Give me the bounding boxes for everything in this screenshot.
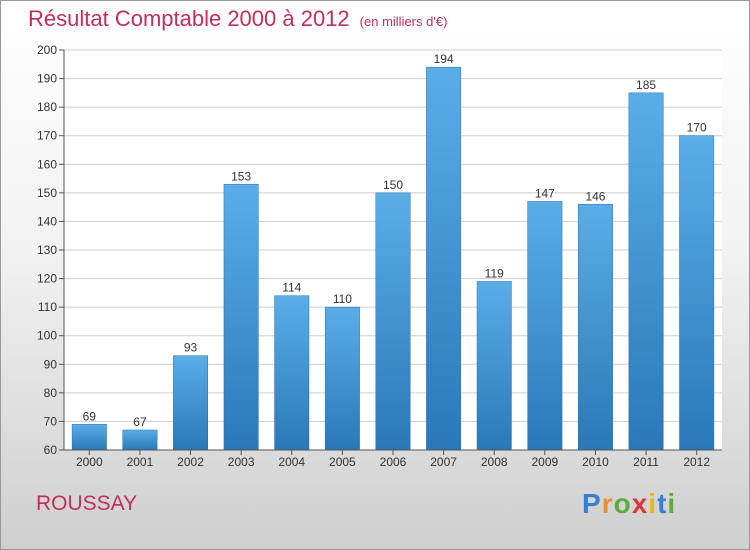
y-tick-label: 60 [44,443,58,457]
bar-value-label: 93 [184,341,198,355]
x-tick-label: 2003 [228,455,255,469]
bar-2003 [223,184,259,451]
chart-subtitle: (en milliers d'€) [359,14,448,29]
x-tick-label: 2011 [633,455,659,469]
logo-letter: x [631,488,649,519]
bar-2005 [324,306,360,451]
x-tick-label: 2006 [380,455,407,469]
bar-value-label: 153 [231,169,251,183]
bar-2012 [679,135,715,451]
y-tick-label: 90 [44,357,58,371]
bar-2007 [426,66,462,451]
x-tick-label: 2004 [278,455,305,469]
bar-2004 [274,295,310,451]
x-tick-label: 2000 [76,455,103,469]
bar-value-label: 147 [535,186,555,200]
y-tick-label: 130 [37,243,57,257]
y-tick-label: 140 [37,214,57,228]
logo-letter: r [601,488,614,519]
x-tick-label: 2002 [177,455,204,469]
bar-value-label: 119 [485,266,504,280]
bar-2000 [71,424,107,451]
x-tick-label: 2001 [127,455,154,469]
x-tick-label: 2010 [582,455,609,469]
bar-2006 [375,192,411,451]
bar-2011 [628,92,664,451]
y-tick-label: 100 [37,329,57,343]
logo-letter: i [667,488,677,519]
logo-letter: o [613,488,632,519]
logo-letter: P [582,488,602,519]
bar-2001 [122,429,158,451]
bar-value-label: 67 [133,415,147,429]
place-name: ROUSSAY [36,492,138,515]
y-tick-label: 80 [44,386,58,400]
y-tick-label: 170 [37,129,57,143]
bar-2009 [527,201,563,451]
y-tick-label: 70 [44,414,58,428]
y-tick-label: 120 [37,272,57,286]
bar-value-label: 146 [585,189,605,203]
logo-letter: t [657,488,668,519]
y-tick-label: 190 [37,72,57,86]
bar-value-label: 170 [687,121,707,135]
chart-title: Résultat Comptable 2000 à 2012 (en millie… [28,6,447,32]
bar-2008 [476,281,512,451]
bars: 69 67 93 153 114 110 150 194 119 147 146 185 170 [71,52,715,451]
bar-2002 [173,355,208,451]
y-tick-label: 200 [37,43,57,57]
x-tick-label: 2009 [531,455,558,469]
proxiti-logo: Proxiti [582,488,676,520]
bar-value-label: 69 [83,409,97,423]
logo-letter: i [648,488,658,519]
bar-value-label: 150 [383,178,403,192]
bar-value-label: 194 [434,52,454,66]
y-tick-label: 180 [37,100,57,114]
bar-value-label: 110 [333,292,352,306]
bar-value-label: 114 [282,281,301,295]
bar-value-label: 185 [636,78,656,92]
x-tick-label: 2005 [329,455,356,469]
x-tick-label: 2007 [430,455,457,469]
y-tick-label: 150 [37,186,57,200]
y-tick-label: 110 [38,300,57,314]
bar-2010 [578,204,613,451]
x-tick-label: 2008 [481,455,508,469]
chart-title-text: Résultat Comptable 2000 à 2012 [28,6,350,31]
x-tick-label: 2012 [683,455,710,469]
axes: 60 70 80 90 100 110 120 130 140 150 160 170 180 190 20… [37,43,722,469]
y-tick-label: 160 [37,157,57,171]
